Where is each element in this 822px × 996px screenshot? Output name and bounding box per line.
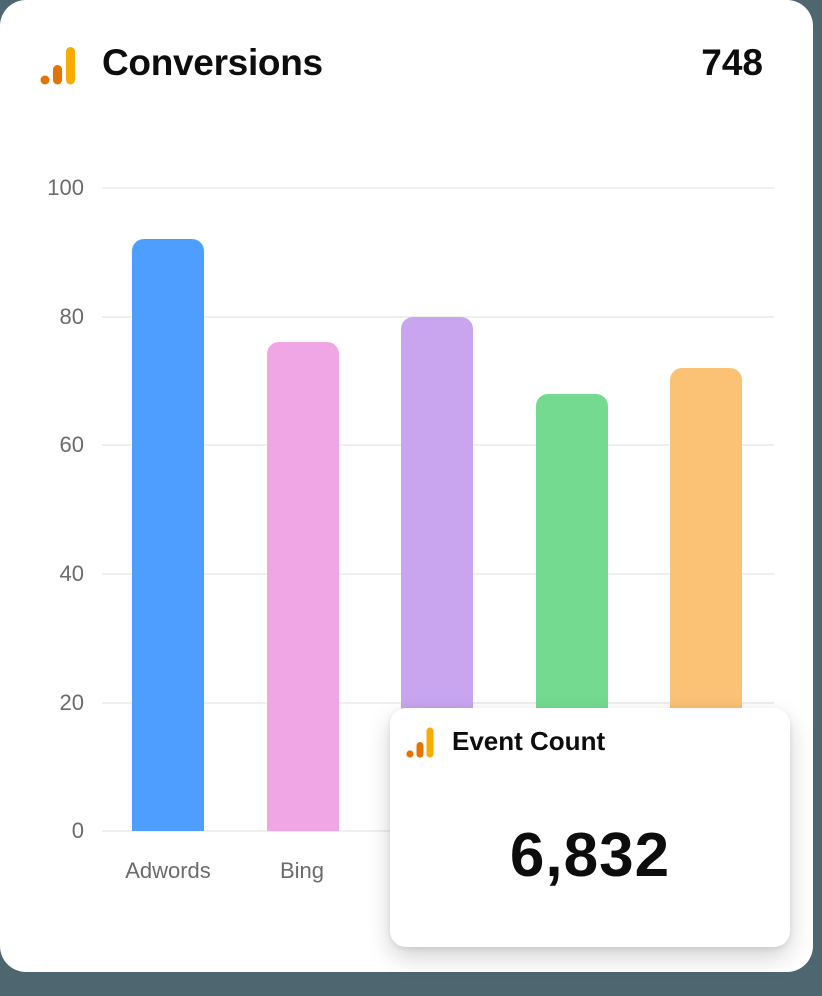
conversions-card: Conversions 748 100 80 60 40 20 0 Adword… — [0, 0, 813, 972]
bar-adwords[interactable] — [132, 239, 204, 831]
analytics-bars-icon — [406, 727, 434, 758]
x-tick-label-bing: Bing — [279, 858, 325, 883]
analytics-bars-icon — [40, 47, 75, 85]
y-tick-label: 80 — [59, 304, 84, 329]
event-count-title: Event Count — [452, 726, 606, 756]
bar-bing[interactable] — [267, 342, 339, 831]
event-count-value: 6,832 — [509, 821, 671, 890]
card-header: Conversions 748 — [40, 40, 763, 92]
bar-chart: 100 80 60 40 20 0 Adwords Bing — [47, 175, 774, 883]
y-tick-label: 60 — [59, 432, 84, 457]
total-conversions: 748 — [701, 42, 763, 83]
gridline-100 — [102, 187, 774, 189]
card-title: Conversions — [102, 42, 323, 83]
y-tick-label: 100 — [47, 175, 84, 200]
event-count-card: Event Count 6,832 — [390, 708, 790, 947]
y-tick-label: 20 — [59, 690, 84, 715]
x-tick-label-adwords: Adwords — [125, 858, 211, 883]
y-tick-label: 40 — [59, 561, 84, 586]
y-tick-label: 0 — [71, 818, 84, 843]
